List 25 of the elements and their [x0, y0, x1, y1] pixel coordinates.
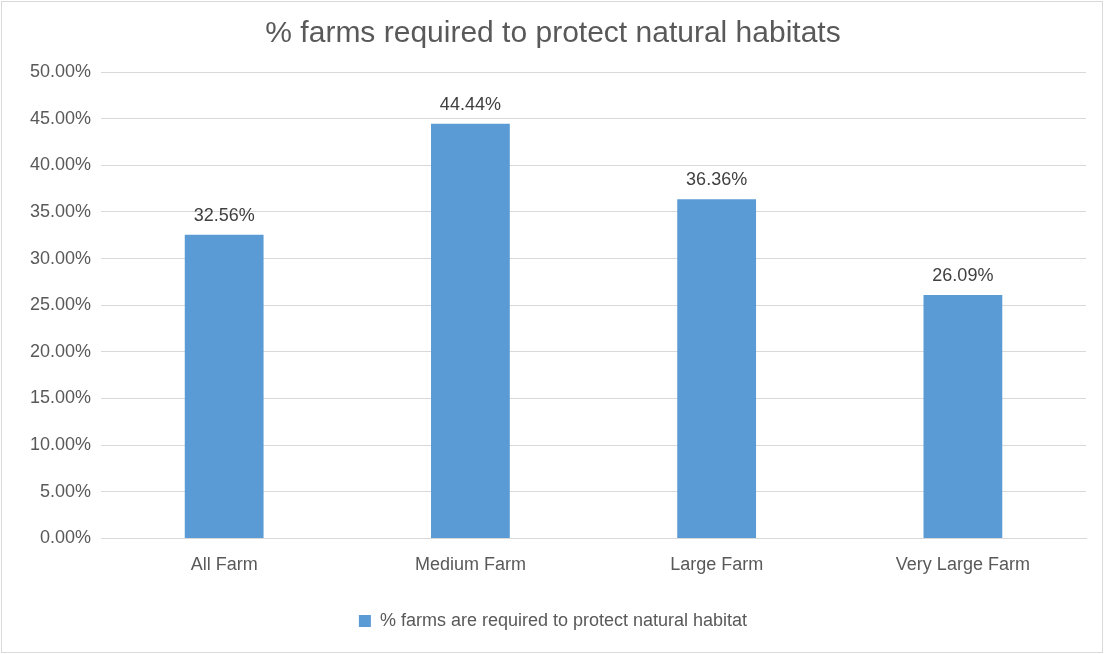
bar [184, 234, 264, 538]
y-tick-label: 25.00% [29, 294, 92, 315]
bar [923, 295, 1003, 538]
data-label: 26.09% [932, 265, 994, 285]
x-tick-label: Medium Farm [414, 554, 526, 575]
y-tick-label: 50.00% [29, 60, 92, 81]
bar [431, 123, 510, 538]
y-tick-label: 0.00% [40, 527, 92, 548]
y-tick-label: 20.00% [29, 340, 92, 361]
data-label: 36.36% [686, 169, 748, 190]
y-tick-label: 10.00% [29, 434, 92, 455]
y-tick-label: 40.00% [29, 154, 92, 175]
data-label: 44.44% [439, 93, 501, 114]
data-label: 32.56% [193, 204, 255, 225]
y-tick-label: 35.00% [29, 200, 92, 221]
legend-label: % farms are required to protect natural habitat [379, 609, 748, 630]
y-tick-label: 30.00% [29, 247, 92, 268]
chart-title: % farms required to protect natural habitats [265, 15, 841, 49]
x-tick-label: All Farm [190, 554, 258, 575]
bar [677, 199, 757, 538]
y-tick-label: 5.00% [40, 480, 92, 501]
x-tick-label: Large Farm [670, 554, 764, 575]
x-tick-label: Very Large Farm [895, 554, 1030, 575]
y-tick-label: 45.00% [29, 107, 92, 128]
y-tick-label: 15.00% [29, 387, 92, 408]
